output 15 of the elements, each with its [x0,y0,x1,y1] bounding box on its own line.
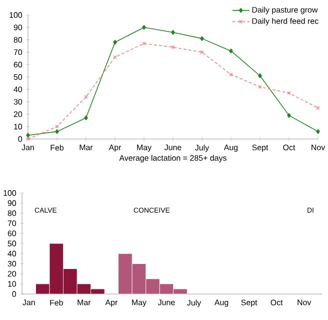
point [316,129,320,134]
point [55,129,59,134]
point [229,48,233,54]
point [142,25,146,30]
point [258,73,262,78]
point [316,106,320,110]
point [200,36,204,41]
point [26,132,30,138]
point [113,40,117,45]
point [171,30,175,35]
point [229,72,233,76]
point [142,42,146,46]
point [84,116,88,120]
point [26,137,30,141]
point [287,113,291,118]
